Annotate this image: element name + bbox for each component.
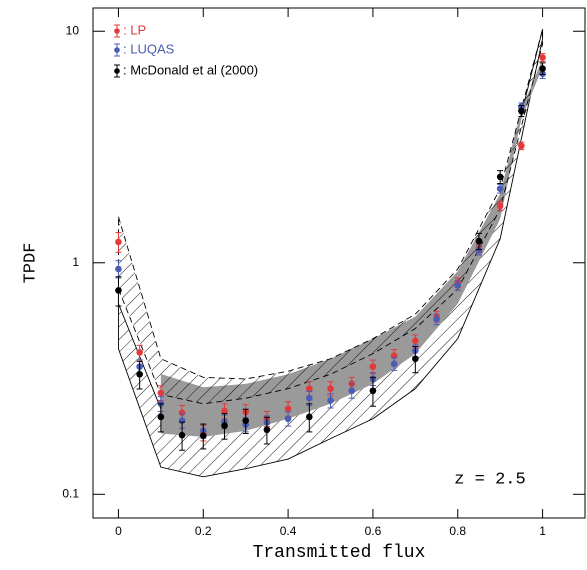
point <box>327 397 334 404</box>
plot-area <box>115 29 546 478</box>
point <box>475 237 483 245</box>
point <box>518 107 525 115</box>
point <box>157 413 165 421</box>
point <box>496 202 504 210</box>
point <box>496 185 504 192</box>
point <box>284 415 292 423</box>
point <box>454 281 462 289</box>
point <box>306 394 313 402</box>
point <box>178 431 186 439</box>
x-tick-label: 1 <box>539 524 546 538</box>
y-tick-label: 10 <box>66 23 80 37</box>
point <box>221 407 228 415</box>
point <box>475 247 483 254</box>
point <box>136 370 143 378</box>
y-axis-label: TPDF <box>21 243 40 284</box>
y-tick-label: 1 <box>72 255 79 269</box>
point <box>518 142 525 150</box>
point <box>390 360 398 368</box>
x-tick-label: 0 <box>115 524 122 538</box>
point <box>178 409 186 417</box>
point <box>496 173 504 181</box>
y-tick-label: 0.1 <box>62 486 79 500</box>
legend-marker <box>114 68 120 74</box>
point <box>242 417 249 424</box>
point <box>115 287 122 294</box>
point <box>136 349 143 356</box>
x-axis-label: Transmitted flux <box>253 543 426 563</box>
annotation: z = 2.5 <box>454 470 525 489</box>
point <box>157 389 165 397</box>
point <box>263 426 271 434</box>
point <box>539 65 546 72</box>
point <box>412 355 419 363</box>
point <box>539 54 546 61</box>
point <box>433 315 440 323</box>
x-tick-label: 0.4 <box>280 524 297 538</box>
x-tick-label: 0.2 <box>195 524 212 538</box>
point <box>348 387 356 395</box>
point <box>199 432 207 440</box>
band <box>117 29 544 405</box>
x-tick-label: 0.8 <box>449 524 466 538</box>
point <box>284 405 292 413</box>
point <box>306 413 313 421</box>
x-tick-label: 0.6 <box>365 524 382 538</box>
legend-label: : LP <box>123 22 146 37</box>
point <box>115 265 122 273</box>
point <box>412 337 419 345</box>
point <box>327 385 334 392</box>
point <box>115 238 122 246</box>
legend-label: : McDonald et al (2000) <box>123 62 258 77</box>
point <box>306 385 313 392</box>
legend-marker <box>114 47 120 53</box>
legend-marker <box>114 28 120 34</box>
point <box>369 363 377 370</box>
legend-label: : LUQAS <box>123 41 175 56</box>
point <box>221 422 228 429</box>
point <box>369 387 377 395</box>
